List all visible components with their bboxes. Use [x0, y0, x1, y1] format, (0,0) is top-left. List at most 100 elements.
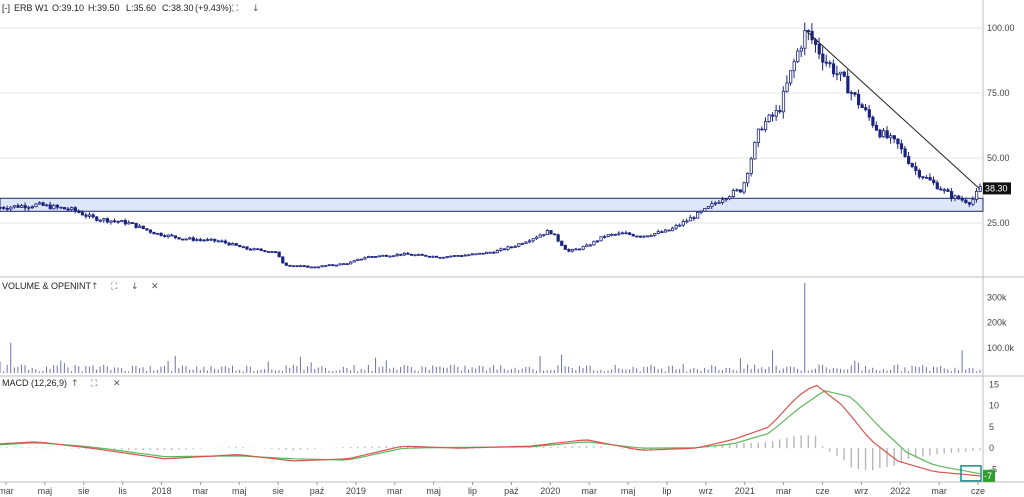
candle-body [98, 219, 102, 222]
candle-body [349, 261, 353, 265]
candle-body [710, 203, 714, 207]
candle-body [95, 216, 99, 221]
candle-body [606, 234, 610, 237]
candle-body [467, 254, 471, 257]
candle-body [123, 220, 127, 225]
time-axis-label: mar [776, 486, 792, 496]
time-axis-label: maj [621, 486, 636, 496]
candle-body [538, 234, 542, 238]
candle-body [545, 230, 550, 235]
close-icon[interactable]: ✕ [113, 379, 121, 389]
candle-body [924, 176, 929, 179]
candle-body [402, 252, 406, 256]
candle-body [209, 238, 213, 241]
candle-body [828, 62, 832, 65]
candle-body [681, 221, 685, 226]
arrow-down-icon[interactable]: ↓ [252, 4, 260, 14]
candle-body [856, 93, 861, 106]
candle-body [563, 245, 567, 250]
candle-body [338, 263, 342, 266]
candle-body [796, 50, 800, 63]
candle-body [370, 256, 374, 258]
candle-body [91, 214, 95, 218]
candle-body [20, 205, 24, 208]
candle-body [967, 202, 972, 205]
maximize-icon[interactable]: ⛶ [110, 281, 118, 292]
candle-body [341, 263, 346, 266]
candle-body [30, 206, 34, 209]
macd-panel-title: MACD (12,26,9) [2, 378, 67, 388]
candle-body [581, 246, 585, 250]
candle-body [535, 236, 539, 240]
axes-layer: 100.00 75.00 50.00 25.00 300k 200k 100.0k 15 10 5… [0, 23, 1015, 496]
candle-body [946, 189, 950, 192]
time-axis-label: maj [426, 486, 441, 496]
macd-line [0, 384, 981, 477]
candle-body [949, 191, 954, 199]
candle-body [756, 128, 761, 143]
candle-body [635, 235, 639, 238]
candle-body [102, 218, 106, 221]
candle-body [427, 255, 431, 258]
candle-body [781, 90, 786, 113]
candle-body [735, 189, 739, 192]
candle-body [896, 138, 900, 145]
candle-body [778, 110, 782, 113]
maximize-icon[interactable]: ⛶ [90, 378, 98, 389]
candle-body [377, 255, 381, 258]
support-zone-rectangle [0, 197, 984, 212]
collapse-toggle[interactable]: [-] [2, 3, 10, 13]
macd-axis-label: -5 [989, 464, 997, 474]
arrow-down-icon[interactable]: ↓ [131, 282, 139, 292]
arrow-up-icon[interactable]: ↑ [71, 379, 79, 389]
candle-body [434, 255, 439, 258]
candle-body [263, 250, 267, 252]
candle-body [331, 264, 335, 267]
candle-body [195, 239, 199, 241]
maximize-icon[interactable]: ⛶ [231, 3, 239, 14]
candle-body [198, 239, 203, 241]
macd-axis-label: 0 [989, 443, 994, 453]
candle-body [656, 231, 660, 234]
close-icon[interactable]: ✕ [151, 282, 159, 292]
candle-body [456, 255, 460, 257]
candle-body [760, 128, 764, 131]
candle-body [502, 248, 507, 251]
candle-body [159, 232, 163, 237]
close-value: C:38.30 [162, 3, 194, 13]
candle-body [184, 238, 188, 241]
candle-body [234, 243, 238, 246]
candle-body [731, 190, 736, 197]
arrow-up-icon[interactable]: ↑ [91, 282, 99, 292]
candle-body [506, 246, 510, 250]
candle-body [799, 47, 803, 52]
candle-body [327, 264, 331, 267]
candle-body [216, 240, 220, 243]
candle-body [585, 244, 589, 248]
candle-body [188, 237, 192, 240]
candle-body [130, 222, 135, 224]
candle-body [567, 249, 571, 252]
candle-body [971, 198, 975, 205]
candle-body [27, 206, 31, 209]
candle-body [41, 202, 45, 206]
candle-body [313, 266, 317, 269]
candle-body [867, 109, 871, 118]
candle-body [824, 61, 829, 64]
candle-body [942, 189, 947, 192]
volume-axis-label: 200k [987, 318, 1007, 328]
candle-body [281, 256, 285, 264]
candle-body [917, 170, 921, 178]
open-value: O:39.10 [52, 3, 84, 13]
candle-body [524, 241, 528, 244]
candle-body [495, 250, 499, 254]
candle-body [678, 224, 682, 227]
time-axis-label: mar [193, 486, 209, 496]
time-axis-label: lip [468, 486, 477, 496]
candle-body [45, 204, 49, 207]
candle-body [792, 61, 796, 72]
candle-body [2, 207, 6, 209]
candle-body [138, 225, 142, 228]
time-axis-label: mar [931, 486, 947, 496]
